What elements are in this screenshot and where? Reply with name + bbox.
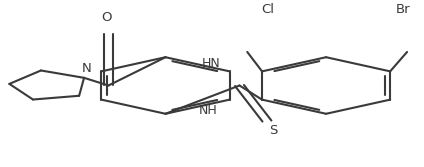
Text: N: N (81, 62, 91, 75)
Text: O: O (101, 11, 112, 24)
Text: Br: Br (396, 3, 410, 16)
Text: S: S (269, 124, 277, 137)
Text: Cl: Cl (261, 3, 274, 16)
Text: HN: HN (202, 57, 220, 70)
Text: NH: NH (198, 104, 217, 117)
